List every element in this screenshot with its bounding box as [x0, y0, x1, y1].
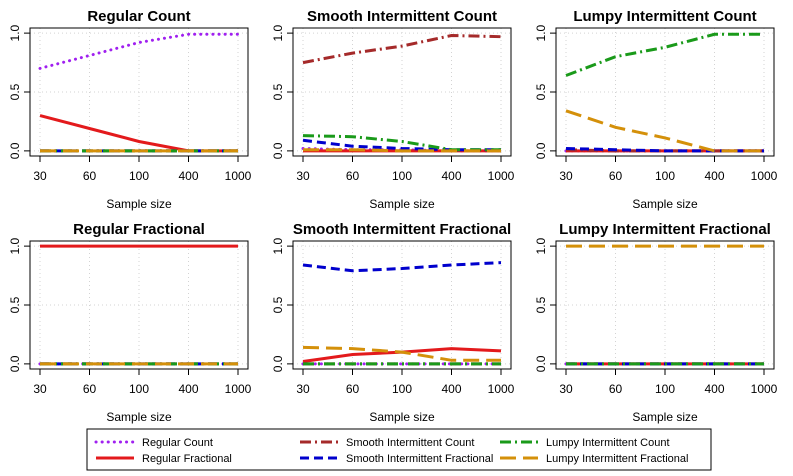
panel-smooth-intermittent-fractional: 30 60 100 400 1000 0.0 0.5 1.0 Smooth Intermitte…: [271, 221, 515, 424]
x-tick-label: 400: [704, 169, 724, 183]
x-tick-label: 100: [129, 169, 149, 183]
x-tick-label: 60: [609, 382, 623, 396]
x-axis-label: Sample size: [632, 410, 698, 424]
x-tick-label: 100: [129, 382, 149, 396]
legend-label: Regular Fractional: [142, 453, 232, 465]
legend-item-lumpy-intermittent-count: Lumpy Intermittent Count: [500, 437, 670, 449]
panel-regular-fractional: 30 60 100 400 1000 0.0 0.5 1.0 Regular Fractiona…: [8, 221, 252, 424]
x-tick-label: 30: [33, 169, 47, 183]
legend-label: Lumpy Intermittent Fractional: [546, 453, 688, 465]
series-line-smooth-intermittent-fractional: [302, 261, 502, 273]
panel-lumpy-intermittent-fractional: 30 60 100 400 1000 0.0 0.5 1.0 Lumpy Intermitten…: [534, 221, 778, 424]
x-tick-label: 400: [441, 382, 461, 396]
x-tick-label: 400: [441, 169, 461, 183]
x-tick-label: 1000: [225, 382, 252, 396]
panel-title: Smooth Intermittent Fractional: [293, 221, 511, 238]
y-tick-label: 0.5: [271, 83, 285, 100]
x-axis-label: Sample size: [632, 197, 698, 211]
legend-label: Lumpy Intermittent Count: [546, 437, 670, 449]
series-line-smooth-intermittent-fractional: [565, 147, 764, 153]
x-axis-label: Sample size: [106, 410, 172, 424]
y-tick-label: 0.5: [271, 296, 285, 313]
x-tick-label: 60: [83, 382, 97, 396]
x-tick-label: 1000: [751, 382, 778, 396]
legend: Regular Count Smooth Intermittent Count Lu…: [86, 428, 712, 471]
x-axis-label: Sample size: [369, 410, 435, 424]
y-tick-label: 0.0: [8, 142, 22, 159]
legend-item-lumpy-intermittent-fractional: Lumpy Intermittent Fractional: [500, 453, 688, 465]
x-tick-label: 100: [392, 169, 412, 183]
legend-item-smooth-intermittent-count: Smooth Intermittent Count: [300, 437, 474, 449]
y-tick-label: 0.5: [8, 296, 22, 313]
series-line-lumpy-intermittent-count: [302, 134, 501, 152]
series-line-lumpy-intermittent-fractional: [302, 345, 501, 362]
y-tick-label: 1.0: [534, 24, 548, 41]
x-tick-label: 30: [559, 169, 573, 183]
x-tick-label: 1000: [488, 169, 515, 183]
legend-label: Smooth Intermittent Fractional: [346, 453, 493, 465]
x-tick-label: 400: [704, 382, 724, 396]
y-tick-label: 1.0: [8, 237, 22, 254]
x-tick-label: 30: [559, 382, 573, 396]
panel-title: Lumpy Intermittent Fractional: [559, 221, 771, 238]
x-tick-label: 400: [178, 169, 198, 183]
y-tick-label: 0.5: [8, 83, 22, 100]
series-line-lumpy-intermittent-fractional: [565, 109, 764, 153]
x-tick-label: 1000: [225, 169, 252, 183]
y-tick-label: 1.0: [534, 237, 548, 254]
y-tick-label: 0.0: [8, 355, 22, 372]
x-tick-label: 30: [296, 382, 310, 396]
x-tick-label: 100: [655, 169, 675, 183]
series-line-lumpy-intermittent-count: [565, 32, 764, 77]
y-tick-label: 1.0: [271, 237, 285, 254]
x-tick-label: 400: [178, 382, 198, 396]
x-tick-label: 60: [346, 382, 360, 396]
y-tick-label: 0.5: [534, 83, 548, 100]
x-tick-label: 1000: [751, 169, 778, 183]
panel-title: Regular Count: [87, 8, 190, 25]
series-line-smooth-intermittent-fractional: [302, 138, 501, 152]
panel-smooth-intermittent-count: 30 60 100 400 1000 0.0 0.5 1.0 Smooth Intermitte…: [271, 8, 515, 211]
x-axis-label: Sample size: [106, 197, 172, 211]
x-tick-label: 100: [655, 382, 675, 396]
panel-title: Lumpy Intermittent Count: [573, 8, 756, 25]
y-tick-label: 0.0: [271, 355, 285, 372]
x-tick-label: 1000: [488, 382, 515, 396]
y-tick-label: 0.0: [271, 142, 285, 159]
y-tick-label: 1.0: [8, 24, 22, 41]
x-axis-label: Sample size: [369, 197, 435, 211]
y-tick-label: 0.5: [534, 296, 548, 313]
panel-title: Regular Fractional: [73, 221, 205, 238]
legend-item-regular-fractional: Regular Fractional: [96, 453, 232, 465]
legend-label: Regular Count: [142, 437, 213, 449]
y-tick-label: 0.0: [534, 355, 548, 372]
panel-regular-count: 30 60 100 400 1000 0.0 0.5 1.0 Regular Count Samp…: [8, 8, 252, 211]
series-line-regular-count: [38, 32, 240, 70]
series-line-lumpy-intermittent-fractional: [303, 148, 501, 153]
legend-item-regular-count: Regular Count: [94, 437, 213, 449]
legend-label: Smooth Intermittent Count: [346, 437, 474, 449]
series-line-smooth-intermittent-count: [302, 33, 502, 65]
panel-title: Smooth Intermittent Count: [307, 8, 497, 25]
y-tick-label: 0.0: [534, 142, 548, 159]
panel-lumpy-intermittent-count: 30 60 100 400 1000 0.0 0.5 1.0 Lumpy Intermitten…: [534, 8, 778, 211]
x-tick-label: 60: [346, 169, 360, 183]
x-tick-label: 30: [296, 169, 310, 183]
x-tick-label: 60: [83, 169, 97, 183]
legend-item-smooth-intermittent-fractional: Smooth Intermittent Fractional: [300, 453, 493, 465]
x-tick-label: 60: [609, 169, 623, 183]
legend-box: [86, 428, 712, 471]
x-tick-label: 100: [392, 382, 412, 396]
panels-layer: 30 60 100 400 1000 0.0 0.5 1.0 Regular Count Samp…: [8, 8, 778, 424]
y-tick-label: 1.0: [271, 24, 285, 41]
x-tick-label: 30: [33, 382, 47, 396]
